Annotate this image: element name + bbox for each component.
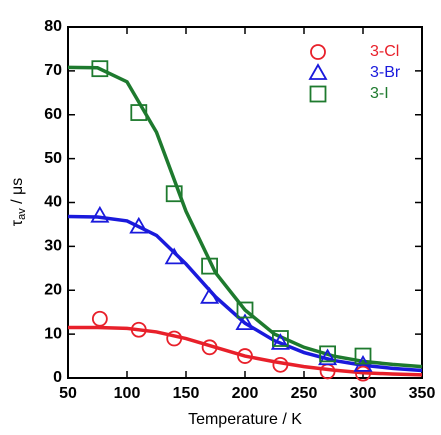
legend-label: 3-Cl (370, 43, 399, 60)
legend-label: 3-I (370, 85, 389, 102)
fit-line (68, 325, 423, 377)
data-point (91, 310, 108, 327)
x-tick-label: 50 (59, 385, 77, 402)
y-label-rest: / μs (9, 178, 26, 209)
x-axis-label: Temperature / K (188, 411, 302, 428)
legend-marker (310, 44, 326, 60)
y-tick-label: 20 (44, 281, 62, 298)
legend-marker (308, 63, 328, 80)
y-label-symbol: τ (9, 219, 26, 226)
data-point (319, 345, 337, 363)
y-tick-label: 30 (44, 238, 62, 255)
legend-marker (309, 85, 327, 103)
y-tick-label: 40 (44, 194, 62, 211)
data-point (164, 247, 184, 265)
y-tick-label: 70 (44, 62, 62, 79)
data-point (91, 60, 109, 78)
y-axis-label: τav / μs (9, 178, 28, 227)
data-point (272, 356, 289, 373)
y-tick-label: 80 (44, 18, 62, 35)
data-point (129, 216, 149, 234)
x-tick-label: 250 (291, 385, 318, 402)
x-tick-label: 100 (114, 385, 141, 402)
data-point (130, 321, 147, 338)
data-point (90, 205, 110, 223)
x-tick-label: 300 (350, 385, 377, 402)
x-tick-label: 350 (409, 385, 436, 402)
data-point (201, 257, 219, 275)
data-point (235, 313, 255, 331)
x-tick-label: 200 (232, 385, 259, 402)
data-point (237, 348, 253, 364)
y-tick-label: 0 (53, 369, 62, 386)
legend-label: 3-Br (370, 64, 401, 81)
data-point (165, 185, 183, 203)
data-point (354, 347, 372, 365)
data-point (130, 104, 148, 121)
fit-line (67, 65, 423, 369)
data-point (271, 330, 289, 347)
data-point (166, 330, 183, 347)
y-tick-label: 10 (44, 325, 62, 342)
data-point (236, 301, 254, 319)
data-point (318, 348, 338, 366)
data-point (200, 287, 220, 304)
fit-line (67, 214, 423, 373)
x-tick-label: 150 (173, 385, 200, 402)
data-point (201, 339, 218, 356)
y-tick-label: 50 (44, 150, 62, 167)
data-point (355, 365, 371, 382)
y-tick-label: 60 (44, 106, 62, 123)
y-label-subscript: av (16, 208, 28, 220)
data-point (270, 333, 290, 350)
